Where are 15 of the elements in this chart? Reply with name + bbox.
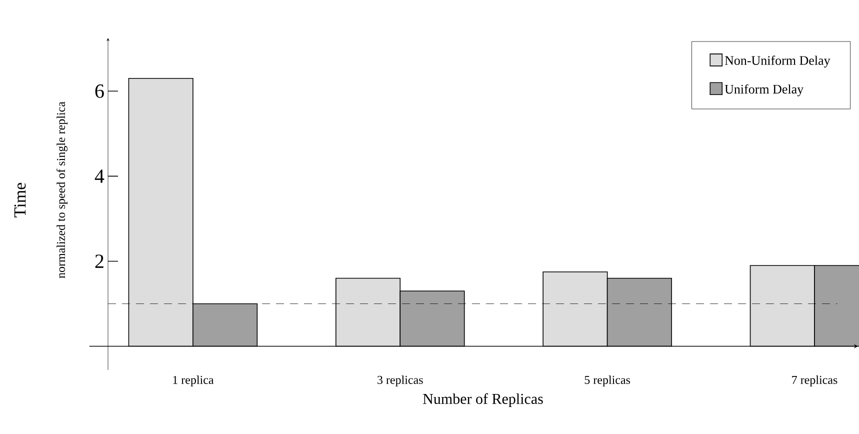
y-axis-title: Time — [14, 182, 26, 218]
legend-label: Non-Uniform Delay — [724, 56, 830, 68]
y-tick-label: 6 — [95, 84, 104, 98]
text: normalized to speed of single replica — [56, 102, 68, 278]
x-tick-label: 7 replicas — [792, 376, 838, 386]
x-tick-label: 5 replicas — [584, 376, 630, 386]
bar — [607, 278, 672, 346]
x-tick-label: 1 replica — [173, 376, 214, 386]
y-tick-label: 2 — [95, 254, 104, 268]
bar — [192, 304, 258, 346]
legend-label: Uniform Delay — [724, 84, 804, 96]
y-tick-label: 4 — [94, 170, 104, 183]
x-axis-title: Number of Replicas — [423, 393, 543, 408]
x-tick-label: 3 replicas — [378, 376, 423, 386]
bar — [400, 290, 464, 346]
